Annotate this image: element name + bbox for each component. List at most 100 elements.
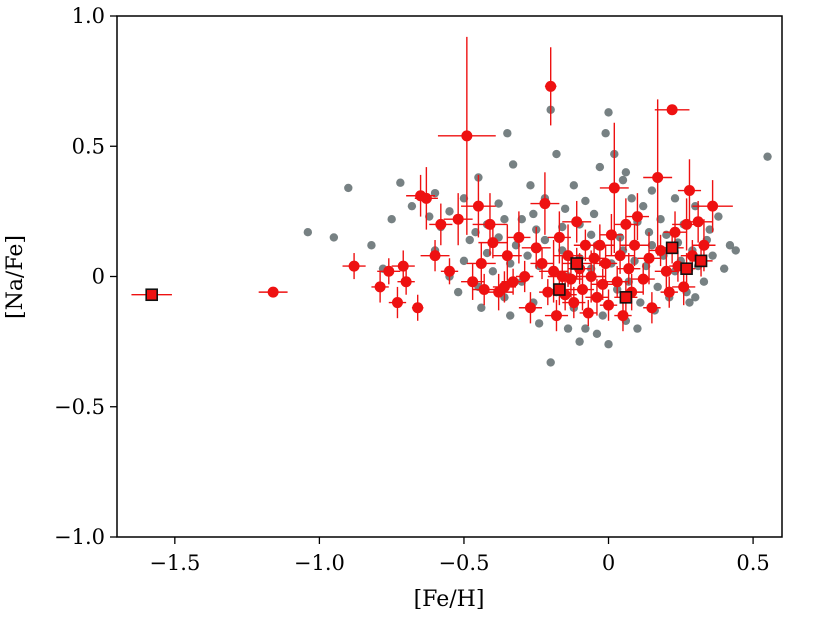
square-point bbox=[694, 254, 708, 268]
highlight-point bbox=[623, 263, 635, 275]
sample-point bbox=[731, 246, 740, 255]
highlight-point bbox=[461, 130, 473, 142]
highlight-point bbox=[617, 310, 629, 322]
sample-point bbox=[425, 212, 434, 221]
sample-point bbox=[503, 129, 512, 138]
highlight-point bbox=[611, 276, 623, 288]
highlight-point bbox=[681, 218, 693, 230]
sample-point bbox=[592, 329, 602, 339]
highlight-point bbox=[637, 273, 649, 285]
sample-point bbox=[387, 214, 396, 224]
sample-point bbox=[595, 162, 605, 172]
highlight-point bbox=[542, 286, 554, 298]
highlight-point bbox=[467, 276, 479, 288]
sample-point bbox=[641, 261, 651, 271]
highlight-point bbox=[475, 257, 487, 269]
sample-point bbox=[705, 225, 714, 234]
x-tick-label: 0.5 bbox=[736, 551, 769, 575]
highlight-point bbox=[565, 273, 577, 285]
sample-point bbox=[563, 324, 573, 333]
highlight-point bbox=[588, 252, 600, 264]
highlight-point bbox=[452, 213, 464, 225]
sample-point bbox=[670, 194, 680, 203]
highlight-point bbox=[383, 265, 395, 277]
sample-point bbox=[459, 194, 469, 203]
chart-marks bbox=[131, 36, 772, 367]
sample-point bbox=[589, 209, 599, 219]
y-tick-label: −0.5 bbox=[54, 395, 105, 419]
highlight-point bbox=[539, 198, 551, 210]
sample-point bbox=[604, 340, 613, 349]
highlight-point bbox=[553, 231, 565, 243]
highlight-point bbox=[420, 192, 432, 204]
highlight-point bbox=[519, 271, 531, 282]
sample-point bbox=[581, 324, 590, 333]
sample-point bbox=[523, 251, 532, 260]
sample-point bbox=[708, 251, 717, 260]
highlight-point bbox=[348, 260, 360, 272]
highlight-point bbox=[487, 237, 499, 249]
sample-point bbox=[714, 212, 723, 221]
highlight-point bbox=[536, 257, 548, 269]
sample-point bbox=[656, 214, 665, 224]
y-tick-label: 0 bbox=[92, 265, 105, 289]
highlight-point bbox=[603, 299, 615, 311]
sample-point bbox=[453, 287, 463, 297]
sample-point bbox=[506, 259, 515, 268]
highlight-point bbox=[669, 226, 681, 238]
sample-point bbox=[526, 181, 535, 190]
highlight-point bbox=[501, 250, 513, 262]
sample-point bbox=[465, 235, 474, 245]
sample-point bbox=[685, 298, 694, 307]
highlight-point bbox=[545, 80, 557, 92]
sample-point bbox=[471, 228, 480, 237]
highlight-point bbox=[660, 265, 672, 277]
sample-point bbox=[627, 194, 636, 203]
sample-point bbox=[506, 311, 515, 320]
sample-point bbox=[494, 199, 503, 208]
highlight-point bbox=[597, 278, 609, 290]
sample-point bbox=[477, 303, 486, 312]
highlight-point bbox=[267, 286, 279, 298]
sample-point bbox=[604, 108, 613, 117]
highlight-point bbox=[498, 281, 510, 293]
highlight-point bbox=[478, 284, 490, 296]
highlight-point bbox=[397, 260, 409, 272]
x-tick-label: −1.0 bbox=[294, 551, 345, 575]
sample-point bbox=[647, 186, 657, 195]
highlight-point bbox=[594, 239, 606, 251]
highlight-point bbox=[683, 185, 695, 197]
square-point bbox=[570, 257, 584, 270]
sample-point bbox=[500, 214, 509, 224]
highlight-point bbox=[412, 302, 424, 314]
highlight-point bbox=[591, 291, 603, 303]
x-axis-title: [Fe/H] bbox=[414, 587, 485, 612]
sample-point bbox=[552, 149, 561, 159]
square-point bbox=[665, 241, 679, 255]
sample-point bbox=[719, 264, 729, 273]
y-tick-label: 0.5 bbox=[72, 134, 105, 158]
highlight-point bbox=[663, 286, 675, 298]
sample-point bbox=[653, 282, 662, 292]
sample-point bbox=[639, 201, 648, 211]
sample-point bbox=[621, 168, 631, 177]
sample-point bbox=[445, 207, 454, 216]
highlight-point bbox=[605, 229, 617, 241]
sample-point bbox=[586, 230, 596, 240]
highlight-point bbox=[643, 252, 655, 264]
highlight-point bbox=[391, 297, 403, 309]
highlight-point bbox=[568, 297, 580, 309]
highlight-point bbox=[666, 104, 678, 116]
square-point bbox=[553, 283, 566, 296]
square-point bbox=[145, 288, 158, 302]
sample-point bbox=[560, 204, 570, 213]
y-tick-label: −1.0 bbox=[54, 525, 105, 549]
highlight-point bbox=[530, 242, 542, 254]
sample-point bbox=[699, 277, 709, 286]
sample-point bbox=[488, 267, 498, 276]
sample-point bbox=[598, 311, 607, 320]
sample-point bbox=[329, 233, 339, 242]
sample-point bbox=[633, 324, 642, 333]
highlight-point bbox=[484, 218, 496, 230]
